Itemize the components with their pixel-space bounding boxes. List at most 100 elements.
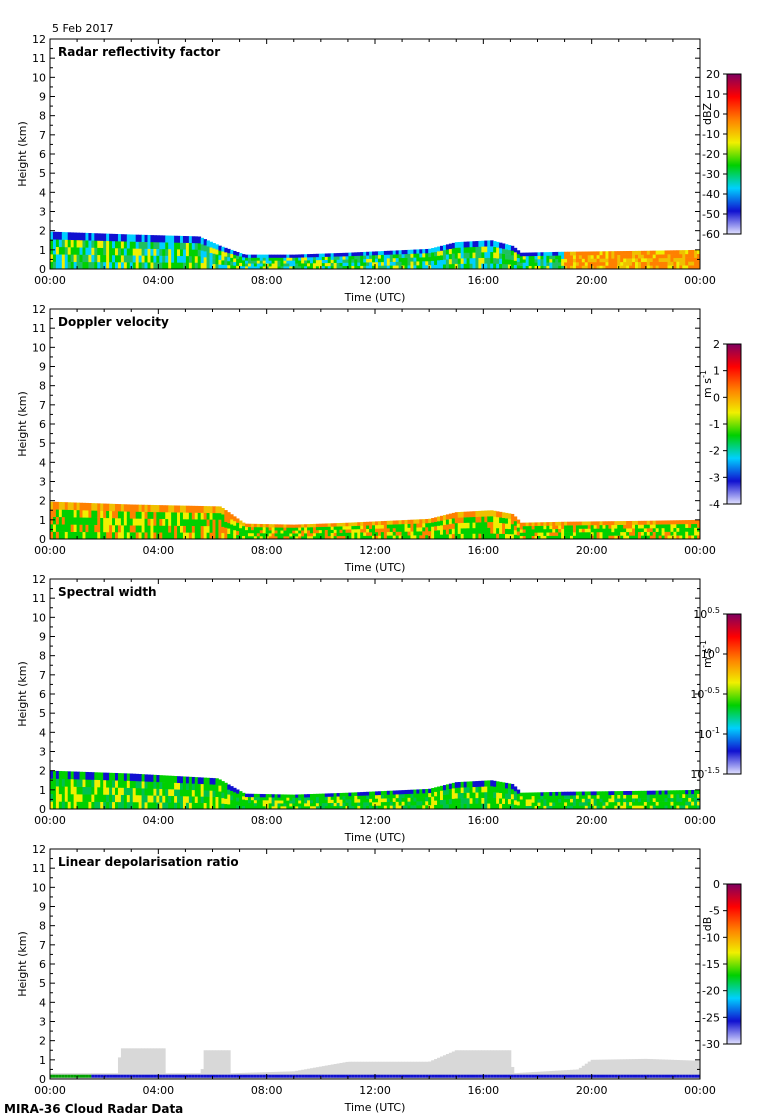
data-cell [419, 257, 423, 262]
data-cell [596, 265, 600, 270]
ldr-cell [460, 1074, 465, 1078]
data-cell [315, 796, 320, 801]
data-cell [475, 792, 479, 799]
data-cell [315, 529, 320, 534]
data-cell [106, 247, 110, 256]
data-cell [549, 535, 553, 540]
ldr-cell [247, 1074, 252, 1078]
data-cell [70, 254, 75, 262]
data-cell [129, 262, 134, 270]
data-cell [658, 535, 662, 540]
data-cell [242, 257, 246, 261]
data-cell [129, 255, 134, 263]
ldr-cell [298, 1070, 302, 1079]
data-cell [268, 257, 272, 261]
data-cell [150, 525, 154, 533]
data-cell [144, 255, 148, 263]
data-cell [401, 531, 405, 536]
data-cell [162, 255, 166, 263]
data-cell [519, 532, 524, 537]
data-cell [655, 797, 660, 802]
data-cell [682, 790, 686, 795]
data-cell [227, 260, 231, 266]
data-cell [206, 796, 210, 804]
data-cell [561, 262, 565, 266]
data-cell [286, 266, 290, 270]
data-cell [171, 802, 175, 810]
data-cell [478, 257, 482, 264]
data-cell [280, 803, 284, 807]
data-cell [448, 803, 453, 810]
data-cell [389, 790, 394, 795]
data-cell [227, 522, 231, 529]
data-cell [558, 258, 562, 263]
data-cell [454, 247, 459, 254]
data-cell [171, 775, 175, 783]
data-cell [652, 250, 657, 255]
data-cell [301, 266, 305, 270]
data-cell [395, 254, 400, 259]
data-cell [469, 533, 473, 540]
data-cell [431, 792, 435, 797]
data-cell [215, 796, 219, 804]
data-cell [584, 265, 589, 270]
data-cell [499, 263, 503, 270]
ldr-cell [534, 1074, 538, 1078]
data-cell [304, 524, 308, 528]
data-cell [268, 533, 272, 537]
data-cell [646, 531, 651, 536]
data-cell [218, 506, 222, 514]
data-cell [274, 803, 278, 807]
ldr-cell [147, 1048, 151, 1079]
data-cell [457, 787, 462, 794]
data-cell [445, 524, 450, 530]
data-cell [643, 790, 648, 795]
data-cell [519, 252, 524, 257]
data-cell [626, 521, 630, 525]
data-cell [389, 535, 394, 540]
data-cell [410, 261, 414, 266]
data-cell [239, 531, 243, 536]
data-cell [245, 805, 249, 810]
data-cell [239, 262, 243, 267]
data-cell [259, 805, 264, 810]
data-cell [150, 802, 154, 810]
data-cell [250, 793, 255, 798]
data-cell [85, 502, 89, 511]
ldr-cell [395, 1061, 400, 1079]
data-cell [52, 509, 57, 517]
data-cell [230, 529, 234, 535]
data-cell [572, 255, 577, 259]
data-cell [617, 794, 621, 799]
data-cell [564, 258, 568, 263]
data-cell [578, 265, 583, 270]
data-cell [165, 512, 169, 520]
data-cell [448, 533, 453, 540]
data-cell [661, 520, 665, 525]
data-cell [646, 520, 651, 525]
ldr-cell [301, 1069, 305, 1079]
data-cell [460, 252, 465, 259]
ldr-cell [73, 1074, 77, 1078]
data-cell [197, 249, 202, 257]
data-cell [608, 258, 612, 263]
data-cell [528, 795, 532, 800]
data-cell [357, 792, 361, 796]
data-cell [253, 263, 258, 267]
ldr-cell [162, 1048, 166, 1079]
data-cell [395, 801, 400, 806]
data-cell [454, 252, 459, 259]
data-cell [513, 256, 518, 261]
ldr-cell [348, 1074, 352, 1078]
data-cell [354, 259, 358, 263]
data-cell [188, 242, 193, 250]
data-cell [283, 803, 287, 807]
data-cell [632, 790, 636, 795]
data-cell [339, 799, 343, 803]
data-cell [168, 512, 172, 520]
data-cell [442, 245, 447, 251]
data-cell [410, 793, 414, 798]
ldr-cell [76, 1074, 80, 1078]
data-cell [227, 248, 231, 254]
ldr-cell [100, 1074, 104, 1078]
